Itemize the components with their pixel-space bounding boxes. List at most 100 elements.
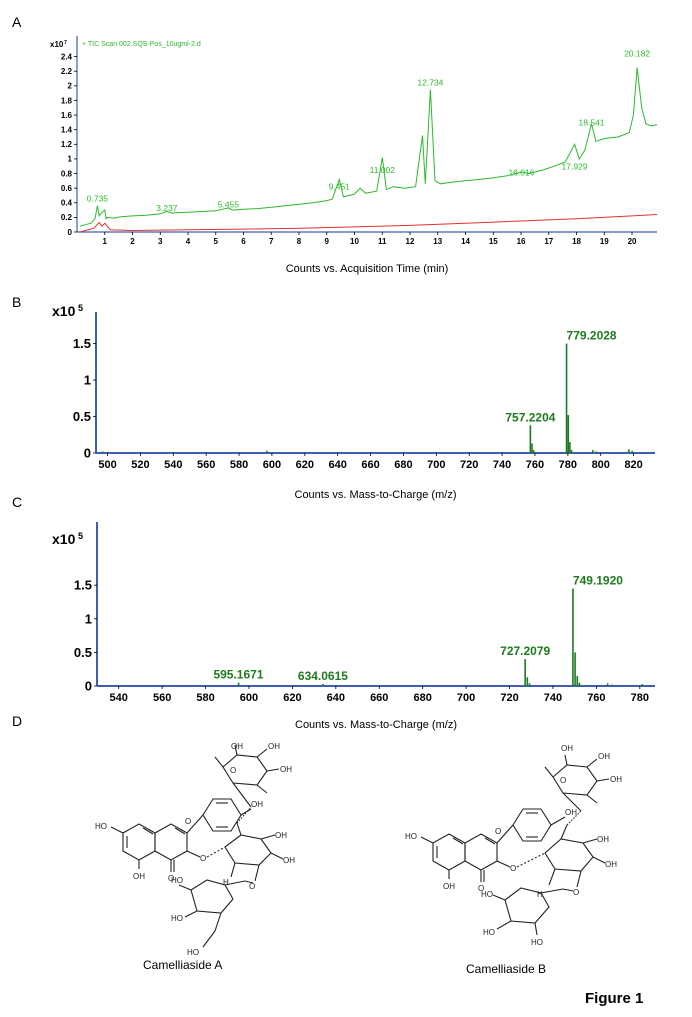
y-tick-label: 0 <box>85 679 92 694</box>
peak-label: 12.734 <box>417 78 443 88</box>
atom-label-oh: OH <box>443 882 455 891</box>
atom-label-ho: HO <box>481 890 493 899</box>
x-tick-label: 500 <box>98 459 116 471</box>
x-tick-label: 660 <box>361 459 379 471</box>
x-tick-label: 19 <box>600 237 609 246</box>
y-tick-label: 0.5 <box>73 409 91 424</box>
compound-name-a: Camelliaside A <box>143 958 223 972</box>
peak-label: 595.1671 <box>213 668 263 682</box>
peak-label: 727.2079 <box>500 644 550 658</box>
x-axis-label: Counts vs. Mass-to-Charge (m/z) <box>295 489 457 501</box>
y-tick-label: 0 <box>68 228 73 237</box>
peak-label: 20.182 <box>624 48 650 58</box>
peak-label: 0.735 <box>87 194 109 204</box>
panel-d-letter: D <box>12 713 23 729</box>
x-tick-label: 700 <box>457 692 475 704</box>
x-tick-label: 720 <box>500 692 518 704</box>
x-tick-label: 740 <box>544 692 562 704</box>
x-tick-label: 680 <box>414 692 432 704</box>
baseline-trace-line <box>79 214 658 233</box>
y-axis-multiplier: x10 <box>52 303 76 319</box>
y-axis-multiplier: x10 <box>50 40 64 49</box>
x-tick-label: 700 <box>427 459 445 471</box>
atom-label-h: H <box>223 878 229 887</box>
y-tick-label: 2.2 <box>61 67 73 76</box>
y-tick-label: 0.6 <box>61 184 73 193</box>
peak-label: 757.2204 <box>505 410 555 424</box>
tic-trace-line <box>79 67 658 227</box>
peak-label: 18.541 <box>579 118 605 128</box>
y-tick-label: 0.4 <box>61 199 73 208</box>
atom-label-o: O <box>230 766 236 775</box>
peak-label: 17.929 <box>562 162 588 172</box>
mass-spectrum-c-chart: x10 5 0 0.5 1 1.5 540 560 580 600 620 640 660 680 700 7… <box>52 522 655 731</box>
peak-label: 11.002 <box>370 165 396 175</box>
y-tick-label: 1.4 <box>61 125 73 134</box>
atom-label-oh: OH <box>283 856 295 865</box>
y-tick-label: 2 <box>68 82 73 91</box>
atom-label-oh: OH <box>598 752 610 761</box>
atom-label-oh: OH <box>268 742 280 751</box>
atom-label-o: O <box>478 884 484 893</box>
atom-label-o: O <box>510 864 516 873</box>
x-tick-label: 540 <box>110 692 128 704</box>
x-tick-label: 760 <box>526 459 544 471</box>
panel-c-letter: C <box>12 494 23 510</box>
peak-label: 634.0615 <box>298 669 348 683</box>
y-axis-exponent: 7 <box>64 40 67 46</box>
x-tick-label: 7 <box>269 237 274 246</box>
atom-label-ho: HO <box>405 832 417 841</box>
panel-b-letter: B <box>12 294 22 310</box>
x-tick-label: 820 <box>624 459 642 471</box>
y-tick-label: 1.6 <box>61 111 73 120</box>
y-tick-label: 1.8 <box>61 96 73 105</box>
y-tick-label: 1.5 <box>73 336 91 351</box>
x-tick-label: 600 <box>240 692 258 704</box>
x-tick-label: 620 <box>283 692 301 704</box>
peak-label: 749.1920 <box>573 574 623 588</box>
mass-spectrum-b-chart: x10 5 0 0.5 1 1.5 500 520 540 560 580 600 620 640 660 6… <box>52 303 655 501</box>
atom-label-oh: OH <box>133 872 145 881</box>
atom-label-ho: HO <box>483 928 495 937</box>
atom-label-oh: OH <box>280 765 292 774</box>
atom-label-o: O <box>573 888 579 897</box>
atom-label-ho: HO <box>171 914 183 923</box>
tic-chromatogram-chart: x10 700.20.40.60.811.21.41.61.822.22.41 2 3… <box>50 36 658 275</box>
y-tick-label: 1 <box>85 611 92 626</box>
x-tick-label: 580 <box>230 459 248 471</box>
x-tick-label: 18 <box>572 237 581 246</box>
x-tick-label: 5 <box>214 237 219 246</box>
peak-label: 16.016 <box>508 167 534 177</box>
y-tick-label: 2.4 <box>61 52 73 61</box>
y-tick-label: 0.2 <box>61 213 73 222</box>
atom-label-o: O <box>168 874 174 883</box>
x-tick-label: 560 <box>197 459 215 471</box>
x-tick-label: 10 <box>350 237 359 246</box>
x-tick-label: 20 <box>628 237 637 246</box>
x-tick-label: 580 <box>196 692 214 704</box>
compound-name-b: Camelliaside B <box>466 962 547 976</box>
x-tick-label: 17 <box>544 237 553 246</box>
y-tick-label: 1 <box>68 155 73 164</box>
peak-label: 9.451 <box>329 181 351 191</box>
x-tick-label: 600 <box>263 459 281 471</box>
y-tick-label: 0.5 <box>74 645 92 660</box>
y-tick-label: 1.5 <box>74 578 92 593</box>
y-tick-label: 0.8 <box>61 169 73 178</box>
x-tick-label: 520 <box>131 459 149 471</box>
atom-label-ho: HO <box>171 876 183 885</box>
x-tick-label: 6 <box>241 237 246 246</box>
x-tick-label: 14 <box>461 237 470 246</box>
atom-label-oh: OH <box>231 742 243 751</box>
x-tick-label: 11 <box>378 237 387 246</box>
y-axis-exponent: 5 <box>78 531 83 541</box>
y-axis-multiplier: x10 <box>52 531 76 547</box>
atom-label-h: H <box>537 890 543 899</box>
x-tick-label: 3 <box>158 237 163 246</box>
x-tick-label: 800 <box>592 459 610 471</box>
x-tick-label: 760 <box>587 692 605 704</box>
x-tick-label: 620 <box>296 459 314 471</box>
x-tick-label: 740 <box>493 459 511 471</box>
atom-label-o: O <box>560 776 566 785</box>
figure-label: Figure 1 <box>585 990 644 1007</box>
